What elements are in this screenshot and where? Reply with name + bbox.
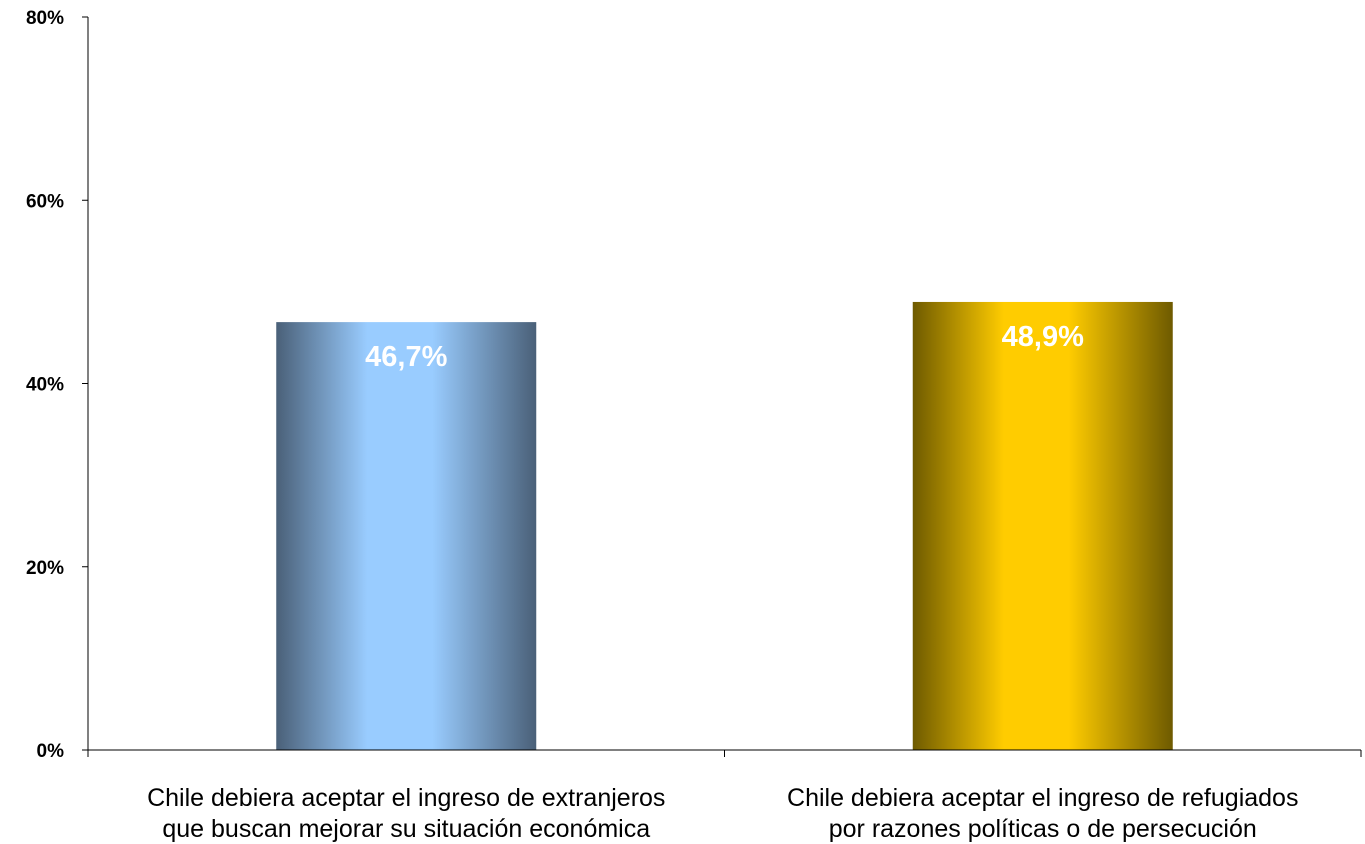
bars — [276, 301, 1173, 750]
y-tick-label: 20% — [26, 558, 64, 579]
y-tick-label: 0% — [37, 741, 65, 762]
x-category-label: que buscan mejorar su situación económic… — [162, 815, 650, 843]
x-category-label: Chile debiera aceptar el ingreso de refu… — [787, 784, 1298, 812]
bar — [276, 322, 537, 750]
y-tick-label: 80% — [26, 8, 64, 29]
y-tick-label: 60% — [26, 191, 64, 212]
y-tick-label: 40% — [26, 375, 64, 396]
data-label: 48,9% — [1002, 321, 1084, 353]
data-labels: 46,7% 48,9% — [365, 321, 1084, 373]
y-axis: 0% 20% 40% 60% 80% — [26, 8, 89, 762]
bar — [912, 301, 1173, 750]
x-category-label: Chile debiera aceptar el ingreso de extr… — [147, 784, 665, 812]
x-axis: Chile debiera aceptar el ingreso de extr… — [87, 749, 1362, 843]
data-label: 46,7% — [365, 341, 447, 373]
x-category-label: por razones políticas o de persecución — [829, 815, 1257, 843]
